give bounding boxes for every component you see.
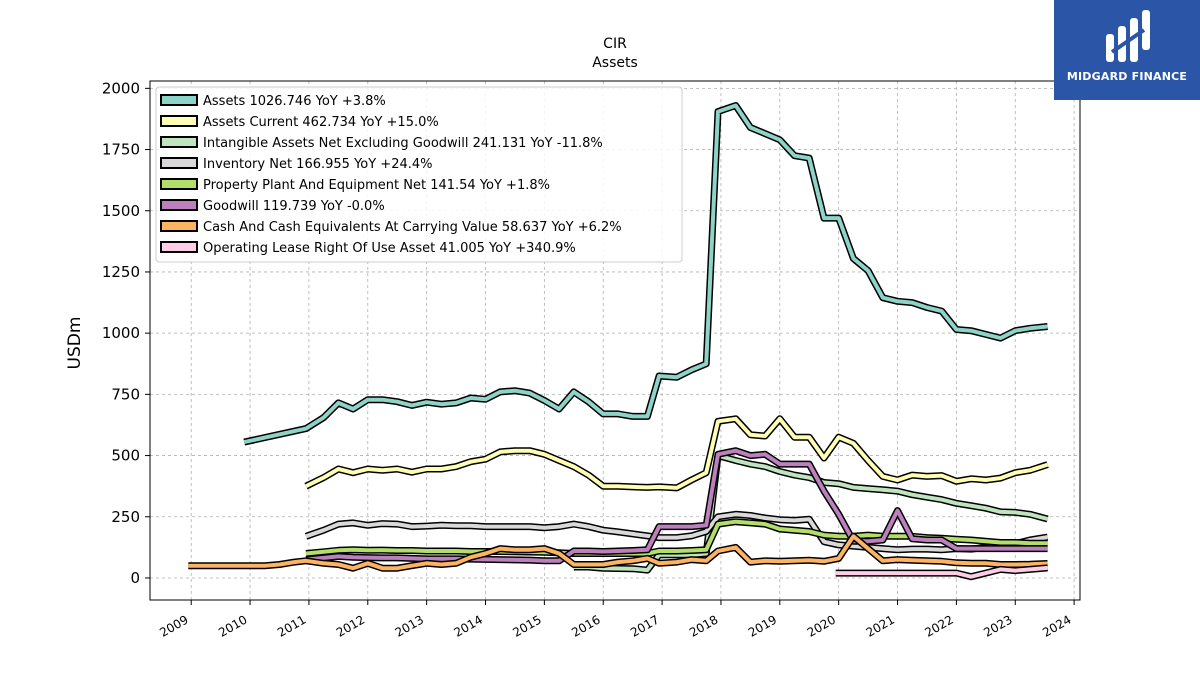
series-line-2 [573,453,1049,573]
legend-swatch [160,199,198,211]
x-tick-label: 2017 [628,612,661,639]
legend-label: Assets Current 462.734 YoY +15.0% [203,115,439,130]
legend-label: Cash And Cash Equivalents At Carrying Va… [203,220,622,235]
series-outline-3 [304,510,1049,554]
y-axis-label: USDm [65,317,85,370]
legend-label: Goodwill 119.739 YoY -0.0% [203,199,385,214]
x-tick-label: 2020 [805,612,838,639]
series-line-1 [305,416,1049,490]
legend-swatch [160,178,198,190]
series-line-0 [243,103,1048,445]
x-tick-label: 2018 [687,612,720,639]
chart-subtitle: Assets [592,55,638,71]
x-tick-label: 2015 [510,612,543,639]
series-outline-5 [305,447,1048,565]
y-tick-label: 1250 [102,263,140,281]
legend-box [155,86,683,263]
series-line-6 [188,534,1048,571]
x-tick-label: 2011 [275,612,308,639]
chart-title: CIR [603,36,627,52]
y-tick-label: 1750 [102,141,140,159]
x-tick-label: 2019 [746,612,779,639]
legend-swatch [160,94,198,106]
series-lines [188,102,1049,581]
series-line-5 [305,448,1048,563]
x-tick-label: 2022 [922,612,955,639]
plot-frame [149,80,1081,601]
legend-swatch [160,241,198,253]
y-tick-label: 0 [130,569,140,587]
x-tick-label: 2014 [452,612,485,639]
brand-name: MIDGARD FINANCE [1066,70,1188,83]
y-tick-label: 2000 [102,79,140,97]
midgard-logo-icon [1106,10,1150,62]
y-tick-label: 500 [111,447,140,465]
legend-label: Intangible Assets Net Excluding Goodwill… [203,136,603,151]
x-tick-label: 2021 [864,612,897,639]
y-tick-label: 250 [111,508,140,526]
legend-swatch [160,115,198,127]
y-tick-label: 750 [111,385,140,403]
x-tick-label: 2010 [216,612,249,639]
legend: Assets 1026.746 YoY +3.8% Assets Current … [155,86,683,263]
x-tick-label: 2024 [1040,612,1073,639]
legend-swatch [160,136,198,148]
legend-label: Inventory Net 166.955 YoY +24.4% [203,157,433,172]
legend-label: Property Plant And Equipment Net 141.54 … [203,178,550,193]
y-tick-label: 1500 [102,202,140,220]
x-tick-label: 2023 [981,612,1014,639]
y-tick-label: 1000 [102,324,140,342]
brand-badge: MIDGARD FINANCE [1054,0,1200,100]
x-tick-label: 2013 [393,612,426,639]
x-tick-label: 2009 [157,612,190,639]
x-tick-label: 2012 [334,612,367,639]
series-line-7 [835,565,1048,579]
x-tick-label: 2016 [569,612,602,639]
legend-swatch [160,220,198,232]
legend-swatch [160,157,198,169]
series-line-3 [305,512,1048,552]
legend-label: Operating Lease Right Of Use Asset 41.00… [203,241,576,256]
legend-label: Assets 1026.746 YoY +3.8% [203,94,386,109]
